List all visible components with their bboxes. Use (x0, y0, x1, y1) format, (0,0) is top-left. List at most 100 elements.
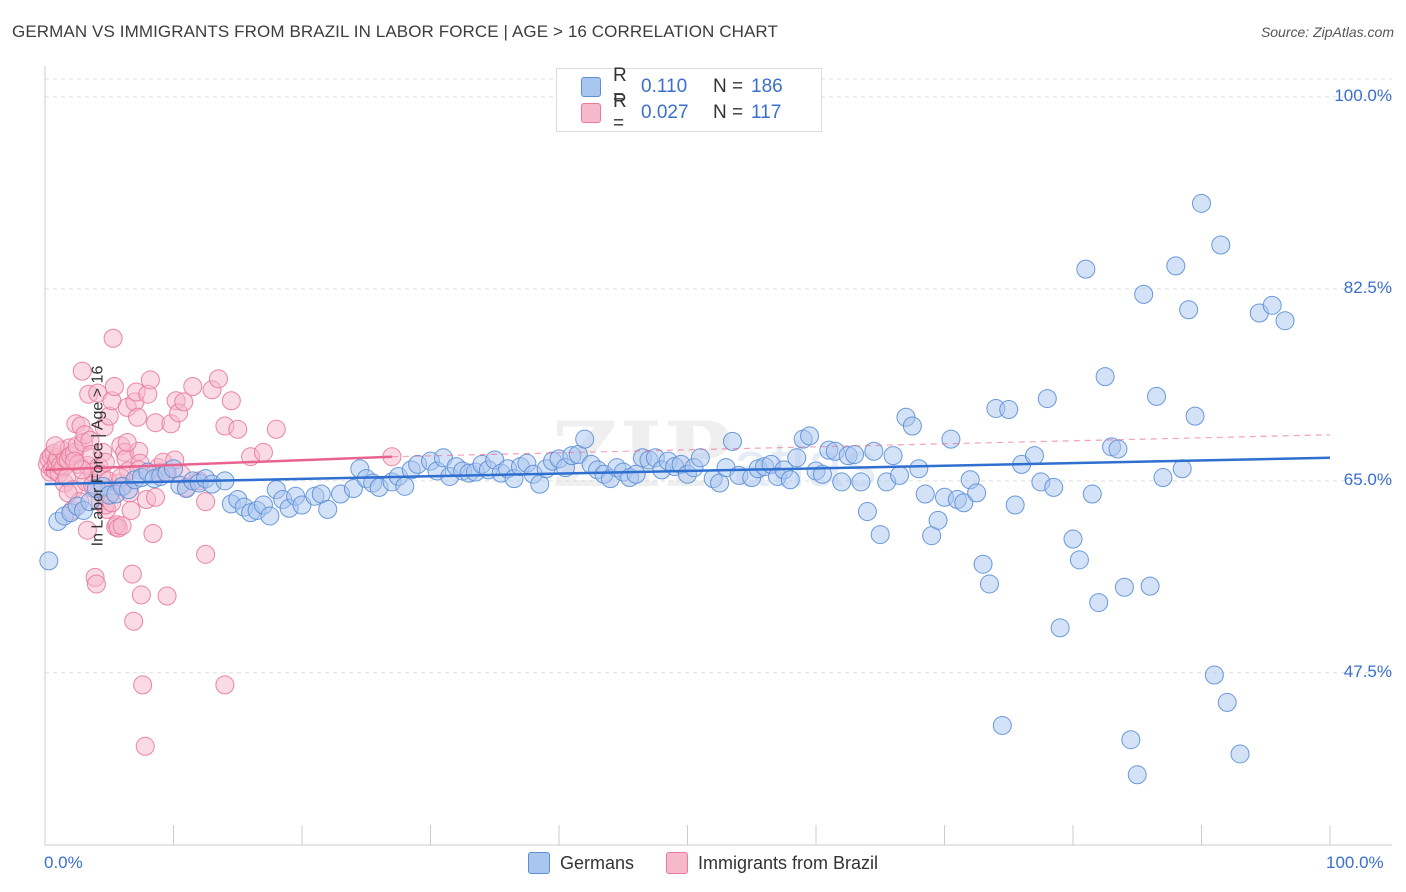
point-germans (164, 459, 183, 479)
point-germans (1204, 665, 1224, 685)
point-germans (395, 476, 415, 496)
point-germans (690, 448, 710, 468)
legend-swatch-germans (527, 852, 550, 874)
point-brazil (157, 586, 177, 606)
r-value-brazil: 0.027 (641, 102, 689, 123)
series-legend: Germans Immigrants from Brazil (0, 852, 1406, 874)
point-germans (864, 441, 884, 461)
legend-row-brazil: R = 0.027 N = 117 (581, 91, 782, 134)
r-label: R = (613, 65, 627, 108)
point-brazil (72, 361, 92, 381)
point-germans (1127, 765, 1147, 785)
n-value-germans: 186 (751, 76, 783, 97)
correlation-legend: R = 0.110 N = 186 R = 0.027 N = 117 (556, 65, 822, 134)
point-brazil (183, 377, 203, 397)
point-brazil (196, 492, 216, 512)
point-germans (832, 472, 852, 492)
point-brazil (196, 544, 216, 564)
legend-label-germans: Germans (559, 852, 634, 873)
point-germans (973, 554, 993, 574)
point-brazil (228, 419, 248, 439)
point-germans (928, 510, 948, 530)
point-brazil (128, 407, 148, 427)
point-brazil (112, 516, 132, 536)
x-tick-right: 100.0% (1326, 853, 1384, 872)
chart-title: GERMAN VS IMMIGRANTS FROM BRAZIL IN LABO… (12, 22, 778, 41)
point-brazil (174, 392, 194, 412)
point-brazil (86, 574, 106, 594)
point-germans (941, 429, 961, 449)
point-germans (851, 472, 871, 492)
point-germans (845, 445, 865, 465)
point-germans (1211, 235, 1231, 255)
legend-item-brazil: Immigrants from Brazil (666, 852, 878, 874)
point-germans (1108, 439, 1128, 459)
legend-swatch-brazil (666, 852, 688, 874)
y-tick-label: 82.5% (1343, 277, 1392, 297)
point-germans (1230, 744, 1250, 764)
y-axis-label: In Labor Force | Age > 16 (89, 365, 107, 547)
point-brazil (103, 328, 123, 348)
point-germans (1153, 468, 1173, 488)
point-germans (626, 464, 646, 484)
point-germans (909, 459, 929, 479)
point-brazil (121, 500, 141, 520)
point-germans (1076, 259, 1096, 279)
trend-line-brazil (44, 455, 392, 472)
series-germans (39, 193, 1295, 785)
point-germans (1262, 295, 1282, 315)
point-brazil (77, 520, 97, 540)
point-germans (1179, 300, 1199, 320)
point-germans (1082, 484, 1102, 504)
point-brazil (221, 391, 241, 411)
point-brazil (253, 442, 273, 462)
point-brazil (133, 675, 153, 695)
point-germans (1172, 459, 1192, 479)
point-germans (967, 483, 987, 503)
point-brazil (135, 736, 155, 756)
point-germans (1089, 593, 1109, 613)
point-germans (800, 426, 820, 446)
point-germans (260, 506, 280, 526)
legend-swatch-blue (581, 77, 601, 97)
point-germans (915, 484, 935, 504)
point-brazil (208, 369, 228, 389)
point-germans (1024, 446, 1044, 466)
point-brazil (117, 432, 137, 452)
point-germans (992, 715, 1012, 735)
point-germans (999, 400, 1019, 420)
point-germans (1037, 389, 1057, 409)
grid-lines (45, 78, 1392, 674)
point-brazil (65, 451, 85, 471)
n-value-brazil: 117 (751, 102, 782, 123)
source-label: Source: ZipAtlas.com (1260, 24, 1394, 40)
point-brazil (215, 675, 235, 695)
point-germans (787, 448, 807, 468)
y-tick-label: 65.0% (1343, 469, 1392, 489)
n-label: N = (713, 102, 744, 123)
point-germans (902, 416, 922, 436)
point-germans (1095, 367, 1115, 387)
point-germans (575, 429, 595, 449)
point-germans (883, 446, 903, 466)
point-germans (812, 464, 832, 484)
point-brazil (124, 611, 144, 631)
trend-lines (44, 434, 1331, 486)
point-brazil (122, 564, 142, 584)
r-value-germans: 0.110 (641, 76, 688, 97)
point-germans (1140, 576, 1160, 596)
point-germans (780, 470, 800, 490)
legend-item-germans: Germans (527, 852, 634, 874)
point-germans (722, 431, 742, 451)
point-brazil (146, 487, 166, 507)
point-germans (1147, 386, 1167, 406)
n-label: N = (713, 76, 744, 97)
point-germans (1134, 284, 1154, 304)
point-brazil (140, 370, 160, 390)
point-germans (870, 525, 890, 545)
point-brazil (143, 523, 163, 543)
point-brazil (266, 419, 286, 439)
point-germans (343, 479, 363, 499)
point-germans (1114, 577, 1134, 597)
point-germans (857, 502, 877, 522)
